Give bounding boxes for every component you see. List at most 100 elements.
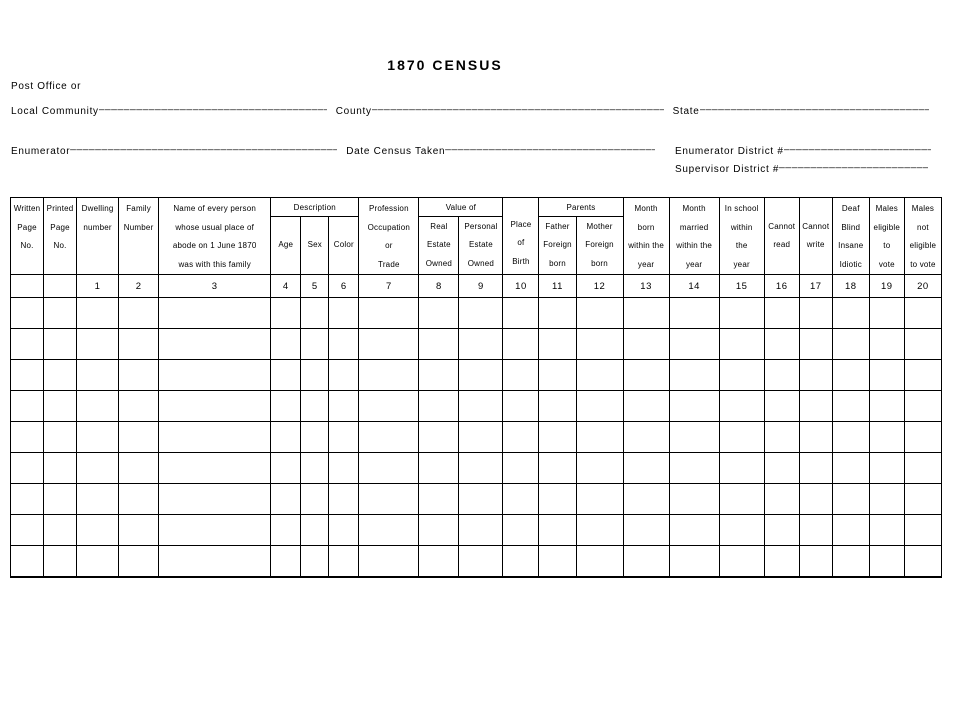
- grid-cell[interactable]: [718, 483, 765, 515]
- grid-cell[interactable]: [668, 452, 720, 484]
- grid-cell[interactable]: [502, 421, 540, 453]
- grid-cell[interactable]: [668, 328, 720, 360]
- grid-cell[interactable]: [458, 452, 504, 484]
- enumerator-field[interactable]: ________________________________________…: [70, 140, 337, 154]
- grid-cell[interactable]: [328, 421, 360, 453]
- grid-cell[interactable]: [158, 328, 272, 360]
- grid-cell[interactable]: [9, 328, 45, 360]
- grid-cell[interactable]: [538, 297, 577, 329]
- grid-cell[interactable]: [868, 297, 905, 329]
- grid-cell[interactable]: [668, 421, 720, 453]
- grid-cell[interactable]: [831, 297, 870, 329]
- grid-cell[interactable]: [9, 452, 45, 484]
- grid-cell[interactable]: [622, 328, 670, 360]
- grid-cell[interactable]: [798, 328, 833, 360]
- grid-cell[interactable]: [358, 514, 420, 546]
- grid-cell[interactable]: [502, 297, 540, 329]
- grid-cell[interactable]: [76, 328, 120, 360]
- grid-cell[interactable]: [538, 390, 577, 422]
- grid-cell[interactable]: [300, 421, 330, 453]
- grid-cell[interactable]: [158, 514, 272, 546]
- grid-cell[interactable]: [158, 359, 272, 391]
- grid-cell[interactable]: [300, 452, 330, 484]
- grid-cell[interactable]: [300, 359, 330, 391]
- grid-cell[interactable]: [502, 390, 540, 422]
- grid-cell[interactable]: [763, 359, 800, 391]
- grid-cell[interactable]: [270, 545, 302, 578]
- grid-cell[interactable]: [118, 452, 160, 484]
- grid-cell[interactable]: [158, 390, 272, 422]
- grid-cell[interactable]: [418, 328, 460, 360]
- grid-cell[interactable]: [575, 390, 624, 422]
- county-field[interactable]: ________________________________________…: [372, 100, 664, 114]
- grid-cell[interactable]: [458, 328, 504, 360]
- grid-cell[interactable]: [358, 483, 420, 515]
- grid-cell[interactable]: [458, 297, 504, 329]
- grid-cell[interactable]: [798, 452, 833, 484]
- grid-cell[interactable]: [9, 483, 45, 515]
- grid-cell[interactable]: [668, 514, 720, 546]
- grid-cell[interactable]: [622, 297, 670, 329]
- grid-cell[interactable]: [458, 514, 504, 546]
- grid-cell[interactable]: [763, 328, 800, 360]
- grid-cell[interactable]: [76, 545, 120, 578]
- grid-cell[interactable]: [358, 328, 420, 360]
- grid-cell[interactable]: [763, 390, 800, 422]
- grid-cell[interactable]: [868, 421, 905, 453]
- grid-cell[interactable]: [622, 514, 670, 546]
- grid-cell[interactable]: [868, 390, 905, 422]
- grid-cell[interactable]: [668, 545, 720, 578]
- grid-cell[interactable]: [9, 359, 45, 391]
- grid-cell[interactable]: [622, 545, 670, 578]
- grid-cell[interactable]: [575, 328, 624, 360]
- grid-cell[interactable]: [458, 545, 504, 578]
- grid-cell[interactable]: [718, 514, 765, 546]
- grid-cell[interactable]: [868, 545, 905, 578]
- grid-cell[interactable]: [831, 483, 870, 515]
- grid-cell[interactable]: [418, 297, 460, 329]
- grid-cell[interactable]: [358, 359, 420, 391]
- grid-cell[interactable]: [9, 297, 45, 329]
- grid-cell[interactable]: [300, 328, 330, 360]
- grid-cell[interactable]: [668, 483, 720, 515]
- grid-cell[interactable]: [622, 390, 670, 422]
- grid-cell[interactable]: [538, 328, 577, 360]
- enumerator-district-field[interactable]: ________________________________________…: [784, 140, 931, 154]
- grid-cell[interactable]: [118, 297, 160, 329]
- grid-cell[interactable]: [270, 514, 302, 546]
- grid-cell[interactable]: [158, 545, 272, 578]
- grid-cell[interactable]: [718, 390, 765, 422]
- grid-cell[interactable]: [43, 545, 78, 578]
- grid-cell[interactable]: [300, 483, 330, 515]
- grid-cell[interactable]: [270, 390, 302, 422]
- grid-cell[interactable]: [763, 514, 800, 546]
- grid-cell[interactable]: [76, 297, 120, 329]
- grid-cell[interactable]: [798, 390, 833, 422]
- grid-cell[interactable]: [903, 421, 943, 453]
- grid-cell[interactable]: [328, 359, 360, 391]
- grid-cell[interactable]: [328, 390, 360, 422]
- grid-cell[interactable]: [76, 514, 120, 546]
- grid-cell[interactable]: [718, 545, 765, 578]
- grid-cell[interactable]: [831, 545, 870, 578]
- grid-cell[interactable]: [43, 390, 78, 422]
- grid-cell[interactable]: [158, 452, 272, 484]
- grid-cell[interactable]: [575, 452, 624, 484]
- grid-cell[interactable]: [763, 297, 800, 329]
- grid-cell[interactable]: [538, 545, 577, 578]
- grid-cell[interactable]: [763, 452, 800, 484]
- grid-cell[interactable]: [358, 421, 420, 453]
- grid-cell[interactable]: [358, 390, 420, 422]
- grid-cell[interactable]: [328, 297, 360, 329]
- grid-cell[interactable]: [868, 359, 905, 391]
- grid-cell[interactable]: [668, 390, 720, 422]
- grid-cell[interactable]: [328, 483, 360, 515]
- grid-cell[interactable]: [763, 421, 800, 453]
- grid-cell[interactable]: [328, 328, 360, 360]
- grid-cell[interactable]: [622, 452, 670, 484]
- grid-cell[interactable]: [502, 328, 540, 360]
- grid-cell[interactable]: [718, 297, 765, 329]
- grid-cell[interactable]: [118, 359, 160, 391]
- grid-cell[interactable]: [718, 421, 765, 453]
- grid-cell[interactable]: [270, 421, 302, 453]
